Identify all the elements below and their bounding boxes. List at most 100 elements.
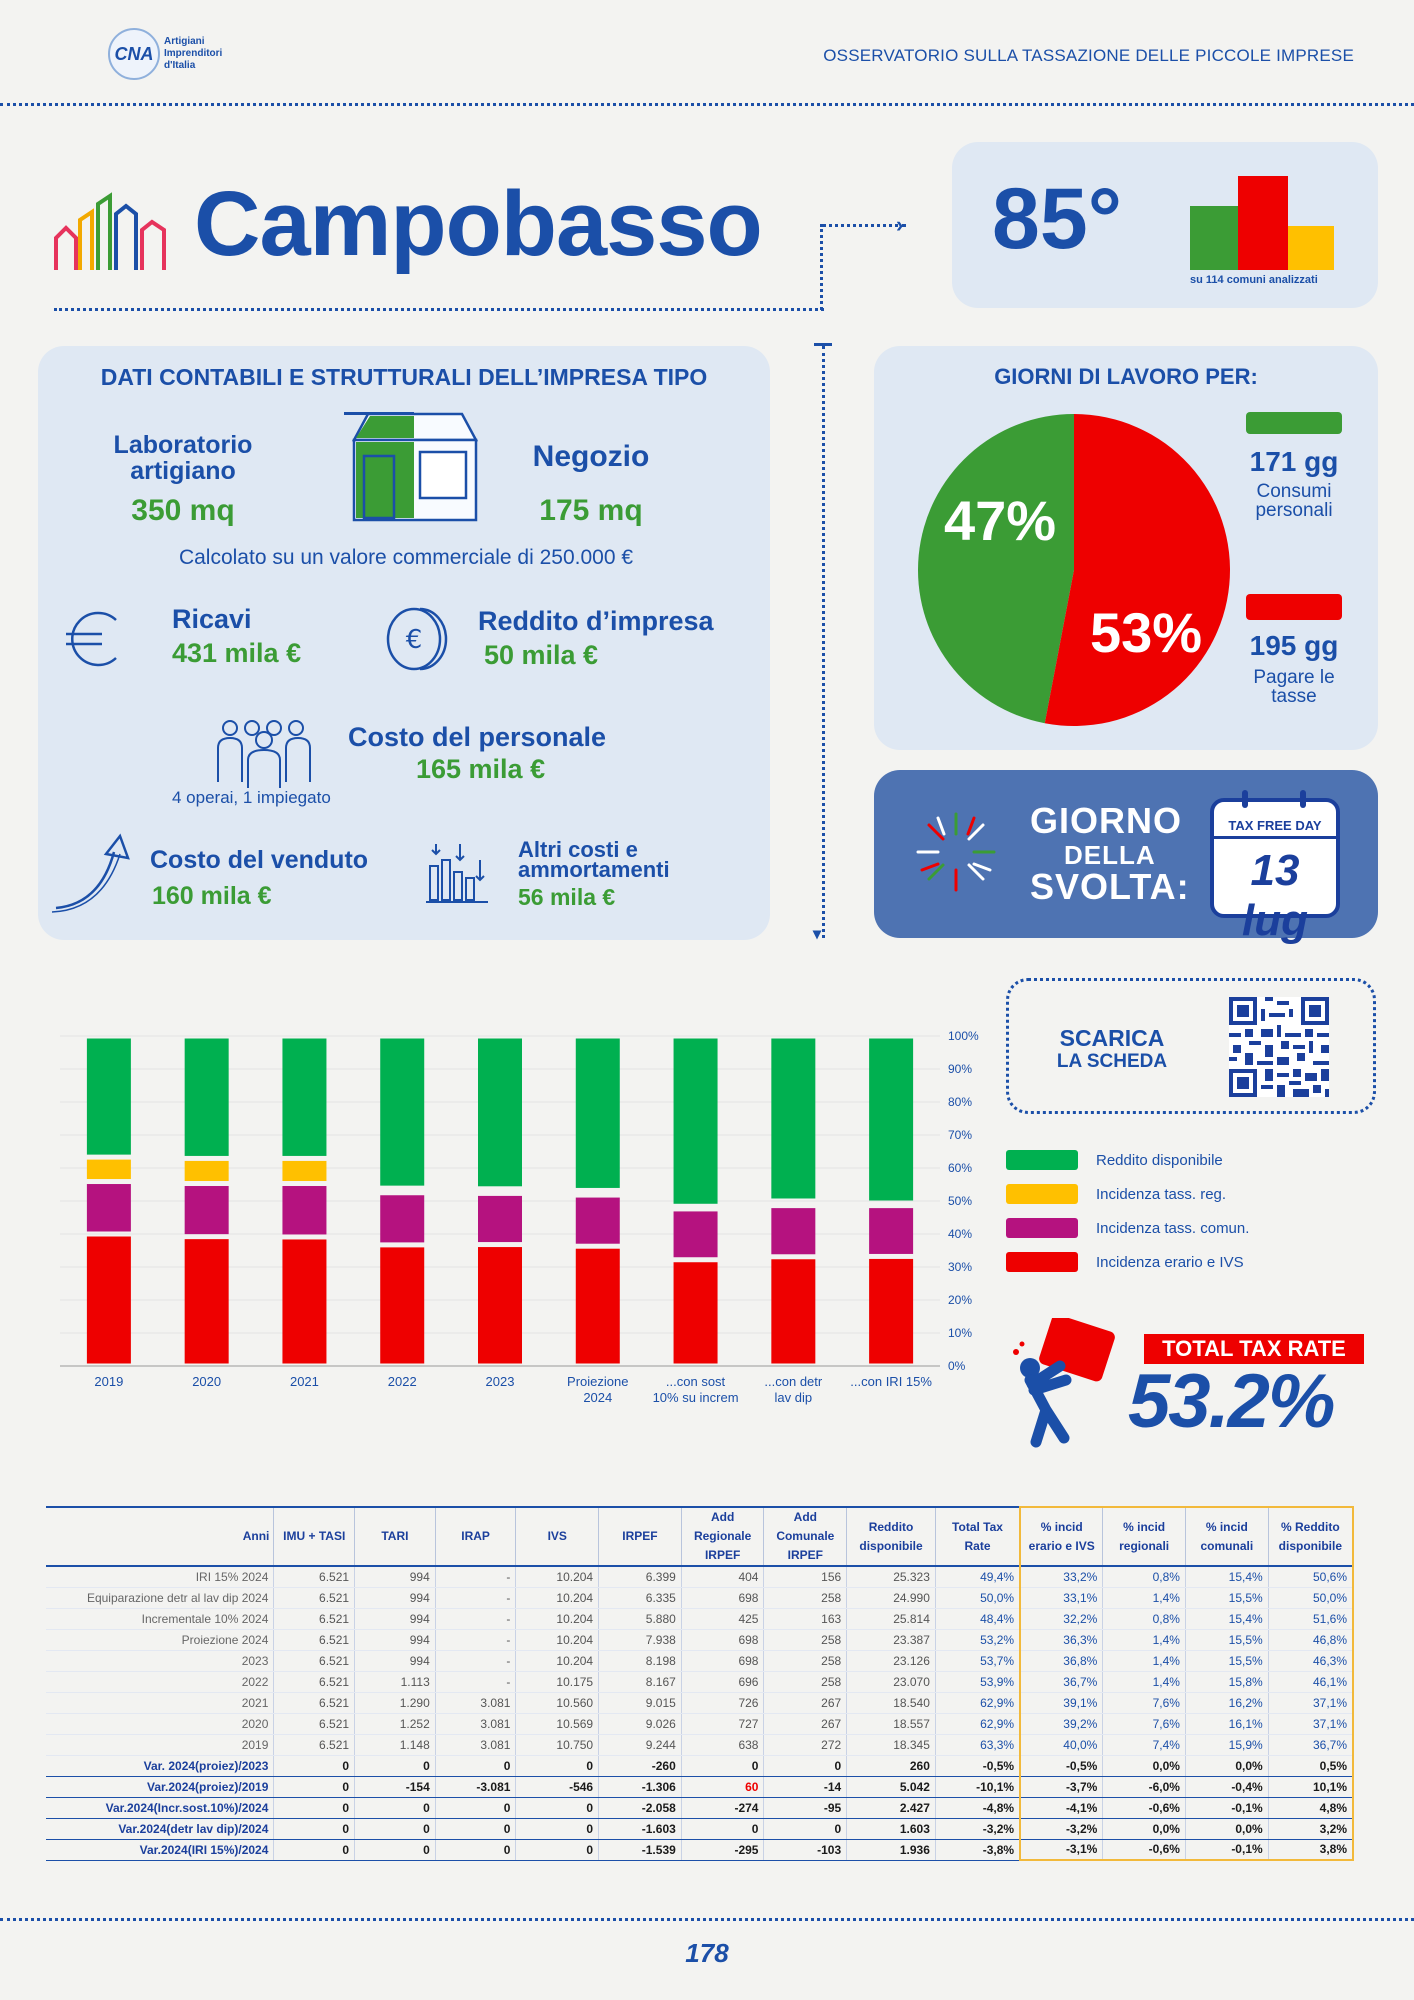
tax-burden-figure-icon <box>1013 1318 1115 1448</box>
table-header: IRAP <box>435 1507 517 1566</box>
table-cell: 404 <box>681 1566 765 1588</box>
tax-data-table: Anni IMU + TASI TARI IRAP IVS IRPEF Add … <box>46 1506 1354 1861</box>
table-cell: 6.521 <box>273 1692 356 1714</box>
table-cell: 7,4% <box>1102 1734 1186 1756</box>
table-cell: 425 <box>681 1608 765 1630</box>
pie-label-red: 53% <box>1090 601 1202 664</box>
table-cell: - <box>435 1566 517 1588</box>
table-cell: 727 <box>681 1713 765 1735</box>
table-cell: 2.427 <box>846 1797 936 1819</box>
table-cell: 53,7% <box>935 1650 1021 1672</box>
bar-segment <box>86 1236 131 1364</box>
table-cell: 9.244 <box>598 1734 682 1756</box>
table-var-row: Var.2024(proiez)/2019 0 -154 -3.081 -546 -1.3… <box>46 1776 1354 1798</box>
table-cell: 23.070 <box>846 1671 936 1693</box>
table-cell: 267 <box>763 1713 848 1735</box>
table-cell: 0 <box>273 1839 356 1861</box>
x-tick-label: 2019 <box>94 1374 123 1389</box>
rank-value: 85° <box>992 171 1123 267</box>
x-tick-label: ...con sost 10% su increm <box>653 1374 739 1405</box>
table-cell: 6.399 <box>598 1566 682 1588</box>
table-cell: 1,4% <box>1102 1671 1186 1693</box>
total-tax-value: 53.2% <box>1128 1359 1335 1444</box>
table-cell: -3,7% <box>1019 1776 1104 1798</box>
table-cell: 39,1% <box>1019 1692 1104 1714</box>
table-cell: 60 <box>681 1776 765 1798</box>
table-cell: 25.323 <box>846 1566 936 1588</box>
bar-segment <box>184 1160 229 1182</box>
table-cell: -0,1% <box>1185 1839 1269 1861</box>
table-cell: 696 <box>681 1671 765 1693</box>
table-cell: 0 <box>435 1797 517 1819</box>
table-row: 2021 6.521 1.290 3.081 10.560 9.015 726 267 18.5… <box>46 1692 1354 1714</box>
table-row-label: 2021 <box>46 1692 275 1714</box>
table-cell: 0 <box>763 1818 848 1840</box>
connector-cap-top <box>814 343 832 346</box>
table-cell: 53,2% <box>935 1629 1021 1651</box>
table-row-label: Proiezione 2024 <box>46 1629 275 1651</box>
table-cell: -10,1% <box>935 1776 1021 1798</box>
table-cell: 0 <box>515 1839 600 1861</box>
table-cell: 7.938 <box>598 1629 682 1651</box>
table-cell: 50,6% <box>1268 1566 1354 1588</box>
calendar-ring-left <box>1242 790 1248 808</box>
bar-segment <box>575 1248 620 1364</box>
table-cell: 0 <box>435 1755 517 1777</box>
table-cell: 33,2% <box>1019 1566 1104 1588</box>
company-section-title: DATI CONTABILI E STRUTTURALI DELL’IMPRES… <box>100 364 708 390</box>
y-tick-label: 30% <box>948 1260 972 1274</box>
table-cell: 994 <box>354 1650 436 1672</box>
legend-label-comun: Incidenza tass. comun. <box>1096 1220 1250 1237</box>
table-cell: -154 <box>354 1776 436 1798</box>
table-header: % Reddito disponibile <box>1268 1506 1354 1566</box>
table-cell: 267 <box>763 1692 848 1714</box>
table-cell: - <box>435 1608 517 1630</box>
table-var-row: Var.2024(IRI 15%)/2024 0 0 0 0 -1.539 -295 -103… <box>46 1839 1354 1861</box>
bar-segment <box>478 1247 522 1364</box>
table-cell: -0,5% <box>1019 1755 1104 1777</box>
workdays-pie: 47% 53% <box>917 414 1230 726</box>
company-panel: DATI CONTABILI E STRUTTURALI DELL’IMPRES… <box>38 346 770 940</box>
table-cell: 698 <box>681 1587 765 1609</box>
x-tick-label: 2022 <box>388 1374 417 1389</box>
bar-segment <box>86 1184 131 1232</box>
table-cell: 53,9% <box>935 1671 1021 1693</box>
table-cell: 4,8% <box>1268 1797 1354 1819</box>
table-cell: 8.198 <box>598 1650 682 1672</box>
table-row-label: Var.2024(detr lav dip)/2024 <box>46 1818 275 1840</box>
table-cell: 10.569 <box>515 1713 600 1735</box>
table-cell: 10.560 <box>515 1692 600 1714</box>
table-cell: -2.058 <box>598 1797 682 1819</box>
bar-segment <box>673 1262 718 1364</box>
table-cell: 50,0% <box>935 1587 1021 1609</box>
table-row-label: Equiparazione detr al lav dip 2024 <box>46 1587 275 1609</box>
table-row: IRI 15% 2024 6.521 994-10.204 6.399 404 156 25… <box>46 1566 1354 1588</box>
table-cell: 0 <box>681 1818 765 1840</box>
table-header: Add Comunale IRPEF <box>763 1507 848 1566</box>
table-cell: 10.175 <box>515 1671 600 1693</box>
rank-bar-yellow <box>1288 226 1334 270</box>
other-costs-label: Altri costi e ammortamenti <box>518 837 670 882</box>
revenue-label: Ricavi <box>172 604 252 634</box>
shop-label: Negozio <box>532 440 650 473</box>
table-cell: 0 <box>515 1797 600 1819</box>
table-cell: 36,7% <box>1019 1671 1104 1693</box>
table-cell: 15,5% <box>1185 1587 1269 1609</box>
table-row: Equiparazione detr al lav dip 2024 6.521 9… <box>46 1587 1354 1609</box>
x-tick-label: ...con IRI 15% <box>850 1374 932 1389</box>
table-cell: 36,8% <box>1019 1650 1104 1672</box>
table-cell: 9.026 <box>598 1713 682 1735</box>
table-header: % incid comunali <box>1185 1506 1269 1566</box>
y-tick-label: 60% <box>948 1161 972 1175</box>
connector-horizontal <box>822 224 906 227</box>
table-cell: - <box>435 1587 517 1609</box>
connector-arrow-icon: › <box>896 212 904 237</box>
download-box[interactable]: SCARICA LA SCHEDA <box>1006 978 1376 1114</box>
table-row: 2019 6.521 1.148 3.081 10.750 9.244 638 272 18.3… <box>46 1734 1354 1756</box>
lab-value: 350 mq <box>131 494 235 527</box>
tax-free-line3: SVOLTA: <box>1030 866 1190 907</box>
qr-code-icon[interactable] <box>1229 997 1329 1097</box>
y-tick-label: 50% <box>948 1194 972 1208</box>
table-cell: 50,0% <box>1268 1587 1354 1609</box>
table-header: IVS <box>515 1507 600 1566</box>
